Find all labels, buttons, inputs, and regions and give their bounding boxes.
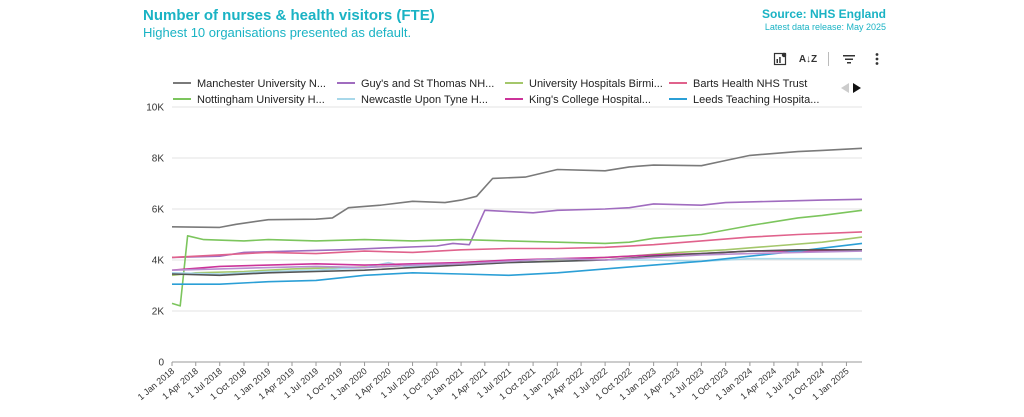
series-line[interactable] [172,242,863,286]
sort-az-icon[interactable]: A↓Z [798,53,818,65]
more-vertical-icon[interactable] [869,51,885,67]
series-line[interactable] [171,236,863,277]
legend-label: Manchester University N... [197,78,326,90]
series-line[interactable] [171,250,863,271]
legend-label: Barts Health NHS Trust [693,78,807,90]
grid [172,106,862,363]
chart-settings-icon[interactable] [772,51,788,67]
legend-item[interactable]: Newcastle Upon Tyne H... [337,94,488,106]
series-line[interactable] [171,249,862,277]
legend-item[interactable]: University Hospitals Birmi... [505,78,663,90]
series-line[interactable] [171,198,863,259]
chart-title: Number of nurses & health visitors (FTE) [143,7,435,24]
series-lines [171,147,863,307]
legend-item[interactable]: Nottingham University H... [173,94,325,106]
legend-item[interactable]: King's College Hospital... [505,94,651,106]
legend-label: Guy's and St Thomas NH... [361,78,494,90]
y-tick-label: 0 [158,358,164,369]
legend-pager [840,82,862,94]
y-axis: 0 2K 4K 6K 8K 10K [146,103,164,369]
chart-toolbar: A↓Z [772,50,885,68]
legend-label: Nottingham University H... [197,94,325,106]
y-tick-label: 2K [152,307,165,318]
source-label: Source: NHS England [761,7,886,21]
legend: Manchester University N... Guy's and St T… [173,78,819,106]
series-line[interactable] [171,147,863,229]
series-line[interactable] [171,231,863,259]
legend-item[interactable]: Guy's and St Thomas NH... [337,78,494,90]
legend-item[interactable]: Barts Health NHS Trust [669,78,807,90]
legend-label: King's College Hospital... [529,94,651,106]
y-tick-label: 10K [146,103,164,114]
y-tick-label: 8K [152,154,165,165]
legend-label: Newcastle Upon Tyne H... [361,94,488,106]
filter-icon[interactable] [841,51,857,67]
series-line[interactable] [171,209,863,307]
legend-next-icon[interactable] [852,82,862,94]
legend-prev-icon[interactable] [840,82,850,94]
y-tick-label: 4K [152,256,165,267]
legend-label: University Hospitals Birmi... [529,78,663,90]
legend-label: Leeds Teaching Hospita... [693,94,819,106]
y-tick-label: 6K [152,205,165,216]
release-date-label: Latest data release: May 2025 [764,22,886,32]
chart-subtitle: Highest 10 organisations presented as de… [143,25,412,40]
legend-item[interactable]: Manchester University N... [173,78,326,90]
toolbar-divider [828,52,829,66]
legend-item[interactable]: Leeds Teaching Hospita... [669,94,819,106]
